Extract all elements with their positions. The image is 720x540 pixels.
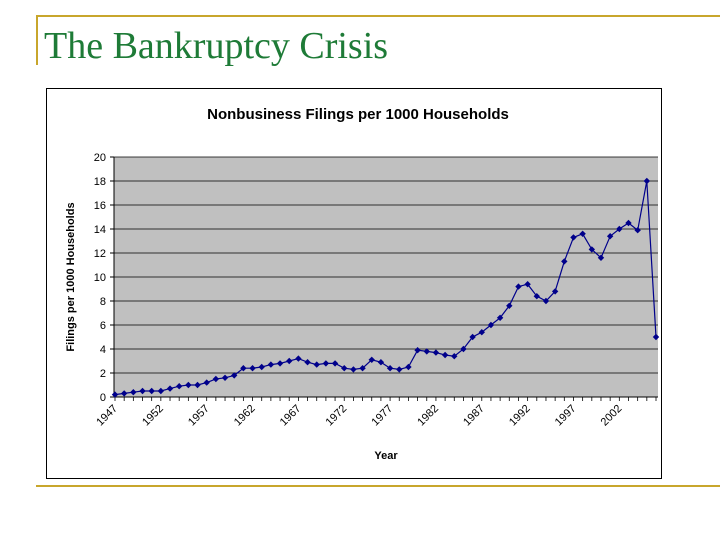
data-point [570,234,577,241]
data-point [130,389,137,396]
y-tick-label: 14 [94,224,106,236]
data-point [432,349,440,356]
data-point [561,258,568,265]
data-point [258,363,265,371]
data-point [267,361,275,368]
data-point [588,246,596,253]
data-point [515,283,522,290]
data-point [469,333,476,341]
data-point [441,351,449,359]
data-point [579,230,586,237]
data-point [331,360,339,367]
data-point [139,387,146,395]
x-tick-labels: 1947 1952 1957 1962 1967 1972 1977 1982 1987 1992… [94,403,624,429]
gridlines [110,156,658,398]
data-point [322,360,330,367]
data-point [221,374,229,381]
data-point [240,365,247,372]
x-tick-label: 2002 [599,403,625,429]
data-point [460,345,467,353]
data-point [405,363,412,371]
data-point [276,360,284,367]
x-tick-label: 1977 [369,403,395,429]
data-point [313,361,320,368]
data-point [533,293,540,300]
data-point [551,288,559,295]
y-tick-label: 6 [100,320,106,332]
data-point [634,227,641,234]
y-tick-label: 18 [94,176,106,188]
y-tick-label: 4 [100,344,106,356]
data-point [386,365,394,372]
data-point [368,356,375,363]
y-tick-label: 2 [100,368,106,380]
data-point [597,254,605,261]
data-point [185,381,192,389]
data-point [286,357,293,365]
x-tick-label: 1952 [140,403,166,429]
data-point [148,387,155,395]
data-point [111,391,119,398]
y-tick-label: 0 [100,392,106,404]
data-point [249,365,256,372]
data-point [423,348,430,355]
data-point [377,359,385,366]
data-point [616,225,623,233]
data-point [295,355,302,362]
data-point [175,383,183,390]
x-tick-label: 1982 [415,403,441,429]
bottom-accent-rule [36,485,720,487]
x-tick-label: 1972 [324,403,350,429]
data-point [506,302,513,309]
data-point [496,314,504,321]
top-accent-rule [36,15,720,17]
chart-frame: Nonbusiness Filings per 1000 Households … [46,88,662,479]
x-tick-label: 1967 [278,403,304,429]
x-tick-label: 1962 [232,403,258,429]
y-tick-label: 12 [94,248,106,260]
data-point [212,375,220,383]
x-tick-label: 1947 [94,403,120,429]
data-point [194,381,201,389]
data-point [304,359,311,366]
chart-title: Nonbusiness Filings per 1000 Households [207,106,509,123]
left-accent-rule [36,15,38,65]
data-point [203,379,210,386]
y-tick-label: 20 [94,152,106,164]
data-point [350,366,357,373]
y-axis-label: Filings per 1000 Households [65,202,77,351]
data-point [231,372,238,379]
data-point [359,365,366,372]
y-tick-label: 16 [94,200,106,212]
series-markers [111,177,660,398]
data-point [157,387,165,395]
y-tick-labels: 0 2 4 6 8 10 12 14 16 18 20 [94,152,106,404]
data-point [120,390,128,397]
axes [113,157,658,401]
x-tick-label: 1957 [186,403,212,429]
data-point [414,347,421,354]
data-point [166,385,174,392]
data-point [625,219,632,227]
data-point [396,366,403,373]
y-tick-label: 10 [94,272,106,284]
x-tick-label: 1987 [461,403,487,429]
data-point [341,365,348,372]
x-tick-label: 1997 [553,403,579,429]
data-point [487,321,495,329]
slide-title: The Bankruptcy Crisis [44,25,389,67]
data-point [652,333,660,341]
x-tick-label: 1992 [507,403,533,429]
data-point [606,233,614,240]
data-point [643,177,651,185]
data-point [478,329,485,336]
y-tick-label: 8 [100,296,106,308]
line-chart: Nonbusiness Filings per 1000 Households … [65,106,660,462]
data-point [451,353,458,360]
x-axis-label: Year [374,450,398,462]
